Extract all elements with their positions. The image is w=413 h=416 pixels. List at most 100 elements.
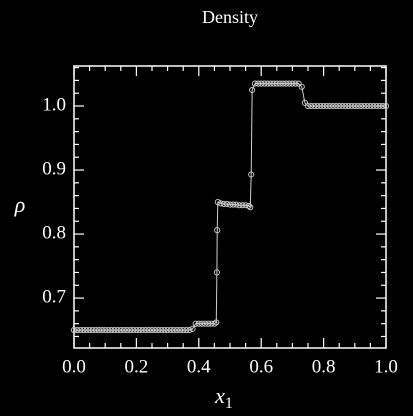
data-marker: [83, 327, 90, 334]
data-marker: [127, 327, 134, 334]
data-marker: [279, 80, 287, 87]
data-marker: [311, 102, 318, 110]
data-marker: [261, 80, 268, 87]
data-marker: [164, 327, 171, 334]
x-tick-label: 0.8: [312, 356, 336, 377]
data-marker: [286, 80, 293, 87]
data-marker: [180, 327, 187, 334]
data-marker: [289, 80, 296, 87]
data-marker: [247, 204, 254, 211]
data-marker: [267, 80, 274, 87]
data-marker: [382, 102, 390, 110]
data-marker: [376, 102, 383, 110]
data-marker: [361, 102, 368, 110]
data-marker: [155, 327, 162, 334]
data-marker: [339, 102, 346, 110]
data-marker: [314, 102, 321, 110]
data-marker: [379, 102, 386, 110]
data-marker: [320, 102, 327, 110]
data-marker: [161, 327, 168, 334]
x-label-main: x: [214, 383, 225, 408]
data-marker: [323, 102, 330, 110]
data-marker: [213, 319, 220, 326]
data-marker: [142, 327, 149, 334]
data-marker: [276, 80, 283, 87]
data-marker: [249, 86, 256, 94]
data-marker: [230, 201, 237, 208]
data-marker: [364, 102, 371, 110]
data-marker: [301, 99, 308, 106]
data-marker: [283, 80, 290, 87]
data-marker: [152, 327, 159, 334]
data-marker: [333, 102, 340, 110]
data-marker: [351, 102, 358, 110]
y-tick-label: 0.7: [42, 286, 66, 307]
data-marker: [195, 320, 202, 327]
data-marker: [213, 269, 220, 276]
data-marker: [192, 320, 199, 327]
data-marker: [233, 201, 240, 208]
data-marker: [336, 102, 343, 110]
data-marker: [317, 102, 324, 110]
data-marker: [226, 201, 234, 208]
data-marker: [370, 102, 377, 110]
data-marker: [342, 102, 349, 110]
data-marker: [273, 80, 280, 87]
data-marker: [239, 202, 246, 209]
data-marker: [89, 327, 96, 334]
y-axis-label: ρ: [14, 192, 26, 217]
data-marker: [292, 80, 299, 87]
data-marker: [220, 200, 227, 208]
data-marker: [102, 327, 109, 334]
data-marker: [373, 102, 380, 110]
data-marker: [80, 327, 87, 334]
data-marker: [186, 327, 193, 334]
chart-title: Density: [202, 7, 258, 27]
data-marker: [145, 327, 152, 334]
data-marker: [183, 327, 190, 334]
x-tick-label: 0.2: [125, 356, 149, 377]
data-marker: [158, 327, 165, 334]
data-marker: [345, 102, 352, 110]
data-marker: [105, 327, 112, 334]
data-marker: [223, 200, 230, 208]
data-marker: [201, 320, 209, 327]
data-marker: [354, 102, 361, 110]
data-marker: [217, 200, 224, 207]
data-marker: [304, 102, 312, 110]
data-marker: [92, 327, 99, 334]
data-marker: [177, 327, 184, 334]
data-marker: [173, 327, 181, 334]
data-marker: [248, 171, 255, 178]
data-marker: [123, 327, 131, 334]
data-marker: [214, 198, 221, 206]
data-marker: [205, 320, 212, 327]
data-marker: [308, 102, 315, 110]
y-tick-label: 0.9: [42, 158, 66, 179]
data-marker: [236, 202, 243, 209]
data-marker: [367, 102, 374, 110]
data-marker: [120, 327, 127, 334]
data-marker: [348, 102, 355, 110]
data-marker: [111, 327, 118, 334]
data-marker: [255, 80, 262, 87]
data-marker: [298, 83, 305, 90]
x-tick-label: 0.6: [249, 356, 273, 377]
data-marker: [148, 327, 156, 334]
data-marker: [77, 327, 84, 334]
data-marker: [326, 102, 333, 110]
data-marker: [329, 102, 337, 110]
data-marker: [70, 327, 78, 334]
data-marker: [214, 227, 221, 234]
data-marker: [258, 80, 265, 87]
data-line: [74, 83, 386, 331]
data-marker: [170, 327, 177, 334]
x-label-subscript: 1: [225, 395, 233, 412]
data-marker: [130, 327, 137, 334]
data-marker: [295, 80, 302, 87]
data-marker: [114, 327, 121, 334]
data-marker: [74, 327, 81, 334]
y-tick-label: 0.8: [42, 222, 66, 243]
